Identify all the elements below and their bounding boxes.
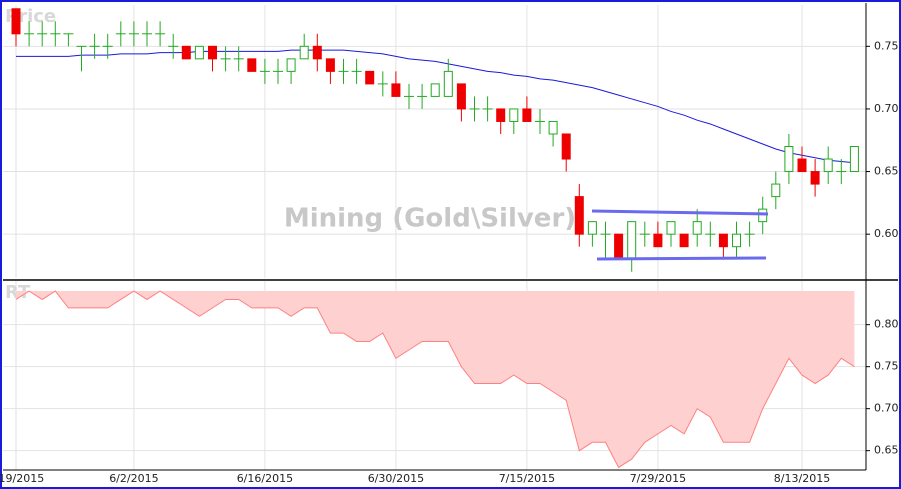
candle-body xyxy=(247,58,257,72)
candle-body xyxy=(653,233,663,248)
rt-panel: 0.650.700.750.80RT5/19/20156/2/20156/16/… xyxy=(0,281,899,485)
x-tick-label: 6/30/2015 xyxy=(368,472,424,485)
y-tick-label: 0.70 xyxy=(874,102,899,115)
area-fill xyxy=(16,291,855,468)
candle-body xyxy=(509,108,519,122)
y-tick-label: 0.75 xyxy=(874,360,899,373)
candle-body xyxy=(692,221,702,235)
candle-body xyxy=(574,196,584,235)
candle-body xyxy=(679,233,689,248)
candle-body xyxy=(810,171,820,185)
candle-body xyxy=(561,133,571,160)
candle-body xyxy=(548,120,558,135)
y-tick-label: 0.70 xyxy=(874,402,899,415)
y-tick-label: 0.60 xyxy=(874,227,899,240)
candle-body xyxy=(797,158,807,173)
watermark: Mining (Gold\Silver) xyxy=(284,204,576,234)
y-tick-label: 0.80 xyxy=(874,318,899,331)
candle-body xyxy=(823,158,833,173)
x-tick-label: 8/13/2015 xyxy=(774,472,830,485)
candle-body xyxy=(456,83,466,110)
candle-body xyxy=(11,8,21,35)
candle-body xyxy=(784,146,794,173)
x-tick-label: 7/29/2015 xyxy=(630,472,686,485)
y-tick-label: 0.65 xyxy=(874,444,899,457)
candle-body xyxy=(587,221,597,235)
candle-body xyxy=(522,108,532,122)
candle-body xyxy=(771,183,781,198)
x-tick-label: 6/16/2015 xyxy=(237,472,293,485)
candle-body xyxy=(614,233,624,260)
candle-body xyxy=(732,233,741,248)
candle-body xyxy=(299,45,309,60)
candle-body xyxy=(718,233,728,248)
area-line xyxy=(15,290,855,469)
candle-body xyxy=(286,58,296,72)
x-tick-label: 7/15/2015 xyxy=(499,472,555,485)
candle-body xyxy=(849,146,859,173)
moving-average xyxy=(16,49,855,164)
x-tick-label: 5/19/2015 xyxy=(0,472,44,485)
candle-body xyxy=(666,221,676,235)
trendline xyxy=(591,209,769,216)
candle-body xyxy=(391,83,401,97)
trendline xyxy=(596,256,767,261)
candle-body xyxy=(208,45,217,60)
y-tick-label: 0.75 xyxy=(874,39,899,52)
x-tick-label: 6/2/2015 xyxy=(109,472,158,485)
candle-body xyxy=(627,221,637,260)
candle-body xyxy=(181,45,191,60)
candle-body xyxy=(194,45,204,60)
candle-body xyxy=(365,70,375,85)
y-tick-label: 0.65 xyxy=(874,165,899,178)
candle-body xyxy=(312,45,322,60)
candle-body xyxy=(430,83,440,97)
candle-body xyxy=(496,108,506,122)
candle-body xyxy=(325,58,335,72)
candle-body xyxy=(443,70,453,97)
